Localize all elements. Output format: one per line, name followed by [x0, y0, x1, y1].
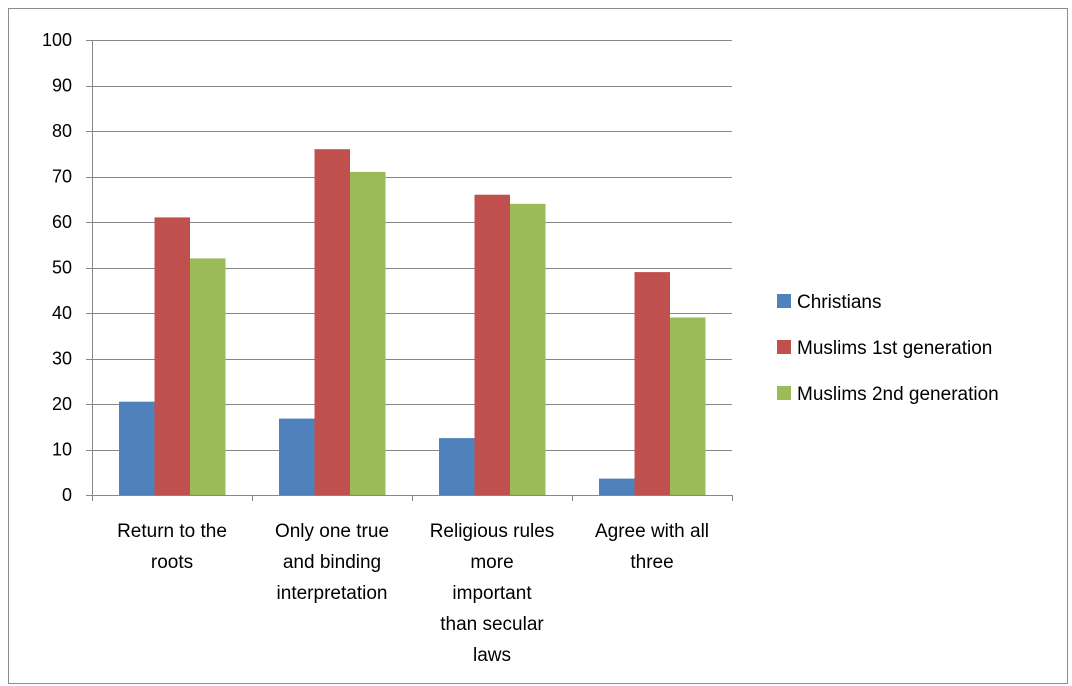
bar	[510, 203, 546, 496]
category-label: Agree with all	[595, 521, 709, 542]
y-tick-label: 100	[42, 30, 72, 50]
legend-label: Christians	[797, 292, 881, 313]
bar	[350, 171, 386, 495]
y-tick-label: 40	[52, 303, 72, 323]
y-tick-label: 70	[52, 167, 72, 187]
y-tick-label: 60	[52, 212, 72, 232]
y-tick-label: 50	[52, 258, 72, 278]
bar	[599, 478, 635, 495]
category-label: more	[470, 552, 513, 573]
bar	[314, 149, 350, 495]
y-tick-label: 90	[52, 76, 72, 96]
y-tick-label: 20	[52, 394, 72, 414]
axes	[86, 40, 733, 501]
category-label: Only one true	[275, 521, 389, 542]
bar	[119, 401, 155, 495]
category-label: roots	[151, 552, 193, 573]
legend: Christians Muslims 1st generation Muslims …	[777, 292, 999, 405]
category-label: Religious rules	[430, 521, 555, 542]
legend-label: Muslims 1st generation	[797, 338, 992, 359]
category-label: Return to the	[117, 521, 227, 542]
legend-swatch	[777, 294, 791, 308]
category-labels: Return to the roots Only one true and bindi…	[117, 521, 709, 666]
legend-label: Muslims 2nd generation	[797, 384, 999, 405]
y-tick-label: 30	[52, 349, 72, 369]
bar	[670, 317, 706, 495]
category-label: three	[630, 552, 673, 573]
y-tick-label: 0	[62, 485, 72, 505]
category-label: laws	[473, 645, 511, 666]
bar	[439, 438, 475, 495]
category-label: and binding	[283, 552, 381, 573]
category-label: than secular	[440, 614, 544, 635]
bar	[474, 194, 510, 495]
y-tick-label: 80	[52, 121, 72, 141]
bar	[279, 418, 315, 495]
bar	[190, 258, 226, 495]
y-tick-label: 10	[52, 440, 72, 460]
legend-swatch	[777, 386, 791, 400]
legend-swatch	[777, 340, 791, 354]
bars	[119, 149, 706, 496]
bar	[634, 272, 670, 495]
category-label: interpretation	[277, 583, 388, 604]
y-tick-labels: 0 10 20 30 40 50 60 70 80 90 100	[42, 30, 72, 505]
category-label: important	[452, 583, 532, 604]
bar	[154, 217, 190, 495]
